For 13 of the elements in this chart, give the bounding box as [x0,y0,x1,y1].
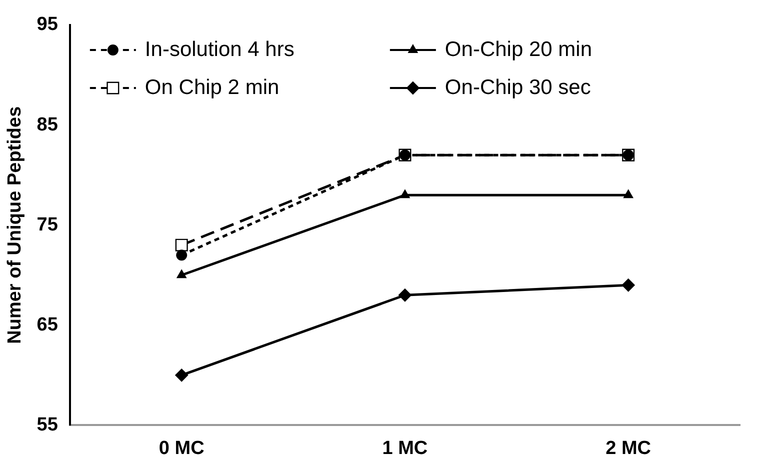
y-tick-label: 55 [36,414,58,436]
legend-label: On Chip 2 min [144,76,280,99]
y-tick-label: 95 [36,14,58,36]
y-tick-label: 75 [36,214,58,236]
legend-label: On-Chip 30 sec [444,76,591,99]
y-tick-label: 85 [36,114,58,136]
y-axis-title: Numer of Unique Peptides [4,106,26,344]
x-tick-label: 1 MC [382,438,428,459]
legend-label: On-Chip 20 min [444,38,592,61]
y-tick-label: 65 [36,314,58,336]
legend-label: In-solution 4 hrs [144,38,294,61]
x-tick-label: 0 MC [158,438,205,459]
x-tick-label: 2 MC [606,438,652,459]
